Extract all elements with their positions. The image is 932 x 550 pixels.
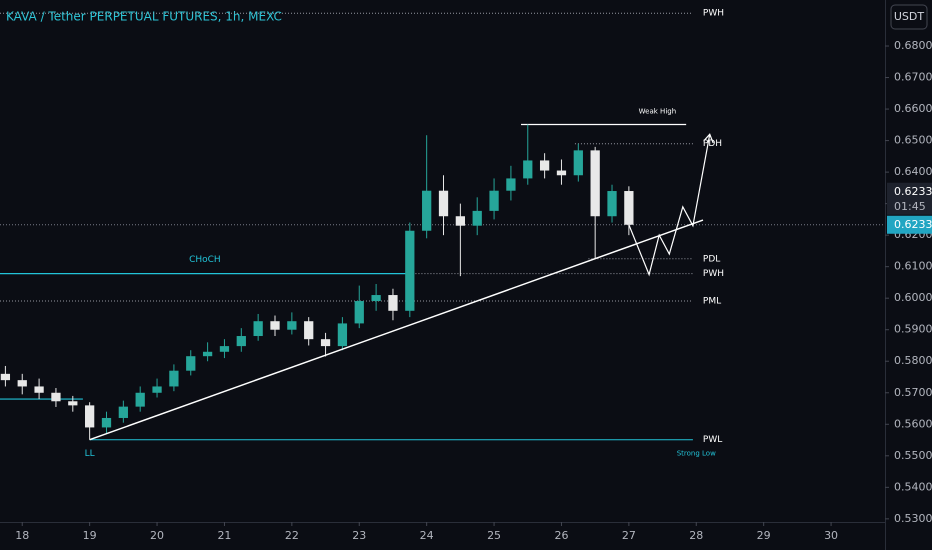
- candle-body: [422, 190, 432, 231]
- y-tick-label: 0.5900: [894, 323, 932, 336]
- level-label: PWH: [703, 269, 724, 279]
- y-tick-label: 0.6800: [894, 39, 932, 52]
- candle-body: [236, 336, 246, 347]
- x-tick-label: 19: [83, 529, 97, 542]
- x-tick-label: 29: [757, 529, 771, 542]
- candle-body: [354, 301, 364, 324]
- candle-body: [438, 190, 449, 217]
- candle-body: [539, 160, 550, 171]
- y-tick-label: 0.5700: [894, 386, 932, 399]
- point-label: Strong Low: [677, 450, 716, 458]
- x-tick-label: 21: [217, 529, 231, 542]
- x-tick-label: 28: [689, 529, 703, 542]
- candle-body: [17, 380, 27, 387]
- candle-body: [202, 351, 213, 357]
- candle-body: [590, 150, 600, 217]
- candle-body: [135, 392, 145, 407]
- currency-label[interactable]: USDT: [894, 10, 925, 23]
- candle-body: [573, 150, 583, 176]
- y-tick-label: 0.6500: [894, 134, 932, 147]
- currency-button[interactable]: [890, 4, 928, 30]
- candle-body: [152, 386, 162, 393]
- last-price-badge: [887, 215, 932, 234]
- countdown-badge: [887, 182, 932, 215]
- y-tick-label: 0.5300: [894, 512, 932, 525]
- candle-body: [51, 392, 61, 402]
- candle-body: [607, 191, 617, 217]
- y-tick-label: 0.6400: [894, 165, 932, 178]
- candle-body: [118, 406, 128, 418]
- candle-body: [34, 386, 44, 393]
- last-price-copy: 0.6233: [894, 185, 932, 198]
- level-label: PWL: [703, 435, 722, 445]
- last-price-label: 0.6233: [894, 218, 932, 231]
- candle-body: [506, 178, 516, 191]
- level-label: PDL: [703, 254, 720, 264]
- chart-title: KAVA / Tether PERPETUAL FUTURES, 1h, MEX…: [6, 10, 282, 24]
- level-label: PML: [703, 297, 721, 307]
- candle-body: [253, 321, 263, 337]
- trendline: [89, 219, 704, 441]
- x-tick-label: 20: [150, 529, 164, 542]
- candle-body: [472, 210, 482, 226]
- y-tick-label: 0.5400: [894, 480, 932, 493]
- y-tick-label: 0.5800: [894, 354, 932, 367]
- x-tick-label: 30: [824, 529, 838, 542]
- y-tick-label: 0.5500: [894, 449, 932, 462]
- candle-body: [219, 346, 230, 352]
- x-tick-label: 26: [554, 529, 568, 542]
- candle-body: [320, 339, 331, 347]
- candle-body: [489, 190, 499, 211]
- structure-label: Weak High: [639, 108, 676, 116]
- point-label: LL: [85, 449, 95, 459]
- candle-body: [371, 295, 381, 302]
- level-label: PWH: [703, 9, 724, 19]
- y-tick-label: 0.5600: [894, 417, 932, 430]
- x-tick-label: 27: [622, 529, 636, 542]
- x-tick-label: 24: [420, 529, 434, 542]
- projection-path: [628, 134, 710, 277]
- candle-body: [270, 321, 280, 330]
- candle-body: [405, 230, 415, 311]
- candle-body: [304, 321, 314, 340]
- x-tick-label: 22: [285, 529, 299, 542]
- candle-body: [523, 160, 533, 179]
- y-tick-label: 0.6000: [894, 291, 932, 304]
- y-tick-label: 0.6600: [894, 102, 932, 115]
- candle-body: [68, 401, 78, 406]
- candle-body: [0, 373, 11, 381]
- x-tick-label: 18: [15, 529, 29, 542]
- y-tick-label: 0.6100: [894, 260, 932, 273]
- candle-body: [287, 321, 297, 330]
- candle-body: [186, 356, 196, 371]
- x-tick-label: 25: [487, 529, 501, 542]
- candle-body: [388, 295, 398, 311]
- candle-body: [337, 323, 348, 347]
- level-label: PDH: [703, 139, 722, 149]
- candle-body: [624, 191, 634, 225]
- candle-body: [556, 170, 567, 176]
- y-tick-label: 0.6700: [894, 71, 932, 84]
- candle-body: [169, 370, 179, 387]
- candle-body: [85, 405, 95, 428]
- candle-body: [101, 417, 112, 428]
- countdown: 01:45: [894, 200, 926, 213]
- candle-body: [455, 216, 465, 226]
- x-tick-label: 23: [352, 529, 366, 542]
- structure-label: CHoCH: [189, 255, 221, 265]
